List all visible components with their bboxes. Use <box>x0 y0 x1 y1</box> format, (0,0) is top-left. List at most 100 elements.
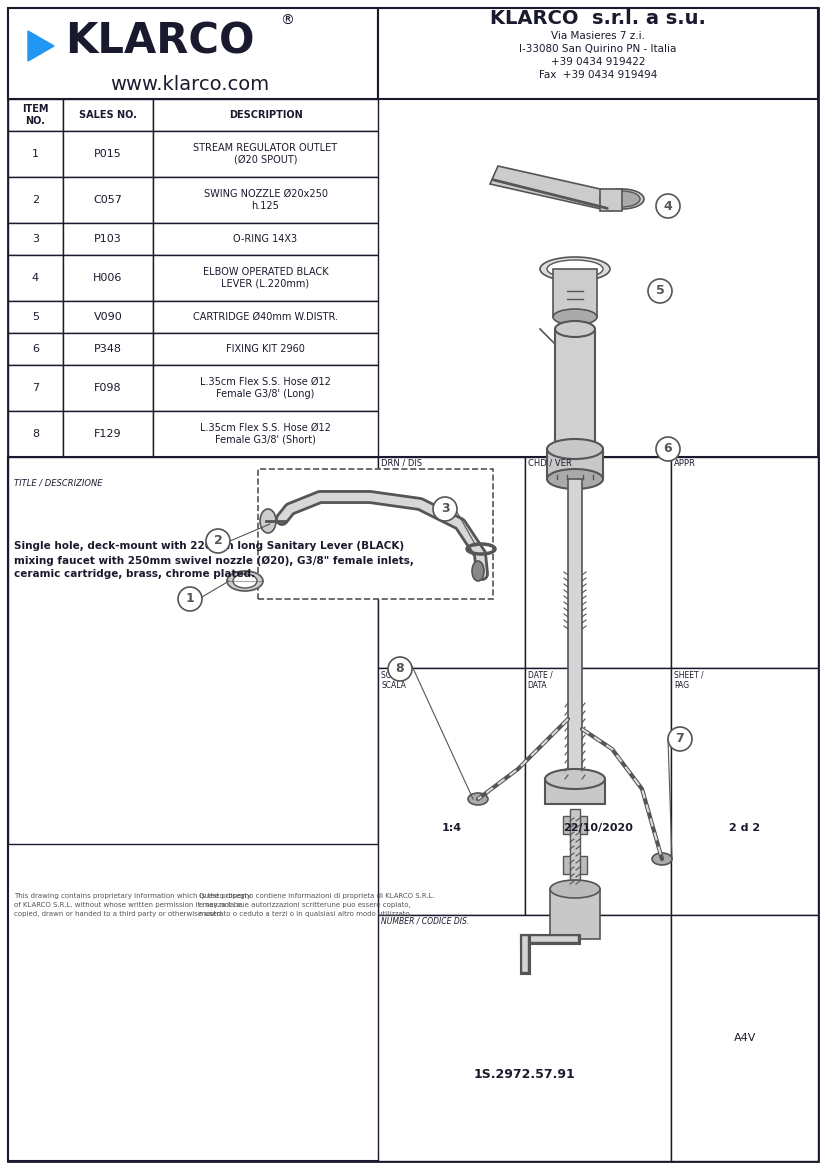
Text: F098: F098 <box>94 383 121 393</box>
Text: 3: 3 <box>32 234 39 244</box>
Ellipse shape <box>547 469 603 489</box>
Text: 5: 5 <box>32 312 39 321</box>
FancyBboxPatch shape <box>258 469 493 599</box>
Text: DESCRIPTION: DESCRIPTION <box>229 110 302 120</box>
Ellipse shape <box>540 257 610 281</box>
Text: Via Masieres 7 z.i.: Via Masieres 7 z.i. <box>551 32 645 41</box>
Text: KLARCO: KLARCO <box>65 20 254 62</box>
Ellipse shape <box>233 574 257 588</box>
Ellipse shape <box>547 260 603 278</box>
Text: of KLARCO S.R.L. without whose written permission it may not be: of KLARCO S.R.L. without whose written p… <box>14 902 242 908</box>
Bar <box>8 131 63 177</box>
Bar <box>545 779 605 804</box>
Text: DRN / DIS: DRN / DIS <box>381 459 422 468</box>
Bar <box>63 131 153 177</box>
Text: ITEM
NO.: ITEM NO. <box>22 104 49 126</box>
Bar <box>153 255 378 300</box>
Bar <box>378 914 672 1161</box>
Text: 7: 7 <box>32 383 39 393</box>
Ellipse shape <box>468 793 488 805</box>
Polygon shape <box>28 32 54 61</box>
Text: 2: 2 <box>32 195 39 205</box>
Bar <box>8 223 63 255</box>
Text: ELBOW OPERATED BLACK
LEVER (L.220mm): ELBOW OPERATED BLACK LEVER (L.220mm) <box>202 268 328 289</box>
Text: mostrato o ceduto a terzi o in qualsiasi altro modo utilizzato.: mostrato o ceduto a terzi o in qualsiasi… <box>199 912 412 918</box>
Text: 3: 3 <box>441 503 449 516</box>
Bar <box>8 457 378 844</box>
Text: C057: C057 <box>93 195 122 205</box>
Bar <box>63 177 153 223</box>
Text: Fax  +39 0434 919494: Fax +39 0434 919494 <box>539 70 657 79</box>
Text: This drawing contains proprietary information which is the property: This drawing contains proprietary inform… <box>14 893 251 899</box>
Bar <box>563 856 587 874</box>
Text: e senza la sue autorizzazioni scritterune puo essere copiato,: e senza la sue autorizzazioni scritterun… <box>199 902 411 908</box>
Text: P015: P015 <box>94 148 122 159</box>
Bar <box>153 365 378 411</box>
Text: O-RING 14X3: O-RING 14X3 <box>234 234 297 244</box>
Bar <box>153 333 378 365</box>
Bar <box>153 300 378 333</box>
Bar <box>153 131 378 177</box>
Ellipse shape <box>547 440 603 459</box>
Bar <box>525 669 672 914</box>
Text: V090: V090 <box>93 312 122 321</box>
Bar <box>63 300 153 333</box>
Text: ceramic cartridge, brass, chrome plated.: ceramic cartridge, brass, chrome plated. <box>14 569 255 580</box>
Circle shape <box>656 437 680 461</box>
Bar <box>555 328 595 449</box>
Bar <box>8 99 63 131</box>
Text: 22/10/2020: 22/10/2020 <box>563 823 633 833</box>
Bar <box>8 333 63 365</box>
Bar <box>568 479 582 779</box>
Text: copied, drawn or handed to a third party or otherwise used.: copied, drawn or handed to a third party… <box>14 912 223 918</box>
Bar <box>63 333 153 365</box>
Bar <box>8 255 63 300</box>
Text: +39 0434 919422: +39 0434 919422 <box>551 57 645 67</box>
Bar <box>525 457 672 669</box>
Ellipse shape <box>260 509 276 533</box>
Text: I-33080 San Quirino PN - Italia: I-33080 San Quirino PN - Italia <box>520 44 676 54</box>
Ellipse shape <box>555 321 595 337</box>
Bar <box>63 99 153 131</box>
Circle shape <box>178 587 202 611</box>
Text: 1: 1 <box>186 593 194 606</box>
Text: P348: P348 <box>94 344 122 354</box>
Ellipse shape <box>553 309 597 325</box>
Circle shape <box>388 657 412 682</box>
Bar <box>547 449 603 479</box>
Bar <box>63 365 153 411</box>
Bar <box>672 457 818 669</box>
Text: TITLE / DESCRIZIONE: TITLE / DESCRIZIONE <box>14 478 102 487</box>
Text: ®: ® <box>280 14 294 28</box>
Text: CHD / VER: CHD / VER <box>528 459 572 468</box>
Text: 1S.2972.57.91: 1S.2972.57.91 <box>474 1068 576 1081</box>
Polygon shape <box>490 166 618 210</box>
Text: APPR: APPR <box>674 459 696 468</box>
Bar <box>63 223 153 255</box>
Text: Questo disegno contiene informazioni di proprieta di KLARCO S.R.L.: Questo disegno contiene informazioni di … <box>199 893 434 899</box>
Bar <box>672 914 818 1161</box>
Circle shape <box>656 194 680 217</box>
Bar <box>153 223 378 255</box>
Text: mixing faucet with 250mm swivel nozzle (Ø20), G3/8" female inlets,: mixing faucet with 250mm swivel nozzle (… <box>14 555 414 566</box>
Text: 7: 7 <box>676 733 685 746</box>
Text: P103: P103 <box>94 234 122 244</box>
Bar <box>550 888 600 939</box>
Text: Single hole, deck-mount with 220mm long Sanitary Lever (BLACK): Single hole, deck-mount with 220mm long … <box>14 541 404 552</box>
Text: 1: 1 <box>32 148 39 159</box>
Ellipse shape <box>545 769 605 789</box>
Text: SALES NO.: SALES NO. <box>79 110 137 120</box>
Bar <box>8 177 63 223</box>
Text: 2 d 2: 2 d 2 <box>729 823 760 833</box>
Text: L.35cm Flex S.S. Hose Ø12
Female G3/8' (Short): L.35cm Flex S.S. Hose Ø12 Female G3/8' (… <box>200 423 331 444</box>
Text: 2: 2 <box>214 534 222 547</box>
Ellipse shape <box>604 191 640 207</box>
Text: SWING NOZZLE Ø20x250
h.125: SWING NOZZLE Ø20x250 h.125 <box>203 189 327 210</box>
Text: 5: 5 <box>656 284 664 297</box>
Text: 8: 8 <box>396 663 404 676</box>
Ellipse shape <box>550 880 600 898</box>
Bar <box>553 269 597 317</box>
Text: 6: 6 <box>663 443 672 456</box>
Circle shape <box>206 530 230 553</box>
Text: NUMBER / CODICE DIS.: NUMBER / CODICE DIS. <box>381 916 469 926</box>
